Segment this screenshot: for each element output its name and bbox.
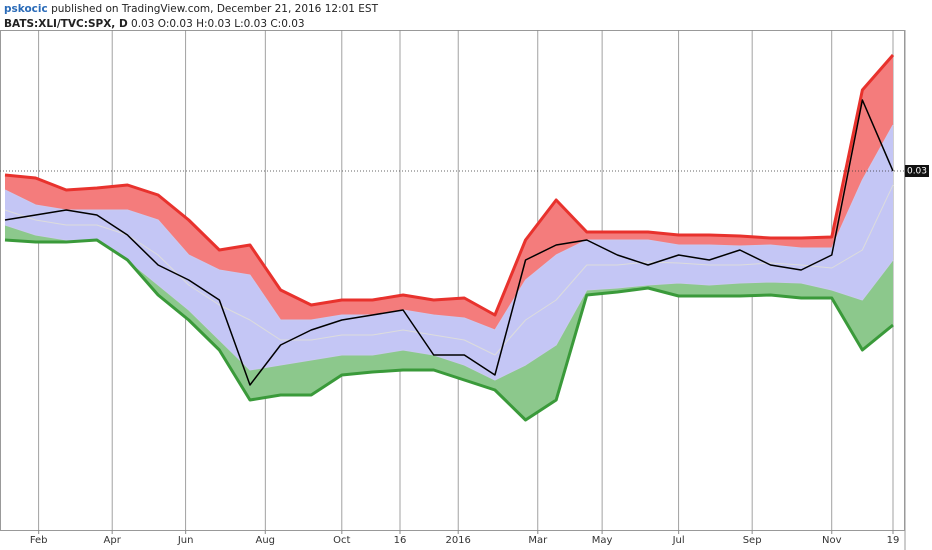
x-tick-label: Sep — [743, 535, 762, 546]
band-fill — [5, 125, 893, 355]
x-tick-label: Feb — [30, 535, 48, 546]
header: pskocic published on TradingView.com, De… — [4, 2, 378, 32]
price-label-box — [905, 165, 929, 177]
band-line — [4, 238, 894, 422]
x-tick-label: Apr — [104, 535, 122, 546]
symbol-line: BATS:XLI/TVC:SPX, D 0.03 O:0.03 H:0.03 L… — [4, 17, 378, 32]
price-line — [4, 99, 894, 386]
band-line — [4, 124, 894, 331]
x-tick-label: Mar — [528, 535, 548, 546]
symbol: BATS:XLI/TVC:SPX, D — [4, 18, 128, 30]
x-tick-label: Aug — [256, 535, 276, 546]
published: published on TradingView.com, December 2… — [51, 3, 379, 15]
x-tick-label: Jul — [672, 535, 685, 546]
band-line — [4, 224, 894, 381]
x-tick-label: 2016 — [445, 535, 470, 546]
x-tick-label: May — [592, 535, 613, 546]
band-line — [4, 54, 895, 317]
band-fill — [5, 185, 893, 380]
author[interactable]: pskocic — [4, 3, 48, 15]
x-tick-label: Jun — [177, 535, 194, 546]
band-fill — [5, 55, 893, 330]
x-tick-label: Nov — [822, 535, 842, 546]
publish-line: pskocic published on TradingView.com, De… — [4, 2, 378, 17]
ohlc: 0.03 O:0.03 H:0.03 L:0.03 C:0.03 — [131, 18, 305, 30]
x-tick-label: 19 — [887, 535, 900, 546]
y-tick-label: 0.03 — [907, 167, 927, 177]
band-line — [4, 184, 894, 356]
x-tick-label: Oct — [333, 535, 350, 546]
x-tick-label: 16 — [394, 535, 407, 546]
